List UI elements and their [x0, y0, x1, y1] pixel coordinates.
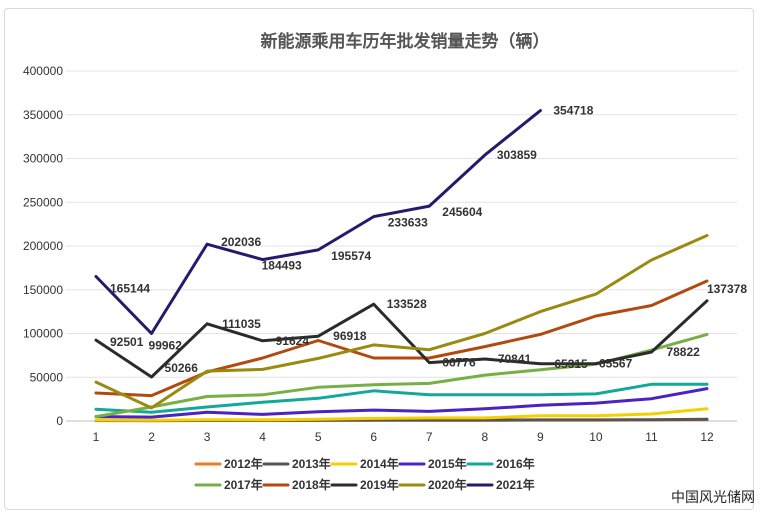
- data-label: 202036: [221, 235, 261, 249]
- legend-label: 2019年: [360, 477, 399, 492]
- y-tick-label: 250000: [23, 195, 63, 209]
- x-tick-label: 11: [645, 430, 658, 444]
- series-lines: [94, 109, 709, 423]
- series-line: [94, 109, 542, 335]
- x-tick-label: 1: [93, 430, 100, 444]
- data-label: 70841: [498, 352, 532, 366]
- chart-title: 新能源乘用车历年批发销量走势（辆）: [261, 31, 550, 51]
- series-line: [94, 382, 709, 414]
- data-label: 92501: [110, 335, 144, 349]
- data-label: 137378: [707, 282, 747, 296]
- data-label: 354718: [553, 104, 593, 118]
- legend-label: 2020年: [428, 477, 467, 492]
- x-tick-label: 7: [426, 430, 433, 444]
- legend-label: 2017年: [224, 477, 263, 492]
- y-tick-label: 200000: [23, 239, 63, 253]
- x-tick-label: 9: [537, 430, 544, 444]
- data-label: 65315: [554, 357, 588, 371]
- legend-label: 2021年: [496, 477, 535, 492]
- x-tick-label: 5: [315, 430, 322, 444]
- data-label: 65567: [599, 357, 633, 371]
- legend-label: 2016年: [496, 456, 535, 471]
- legend: 2012年 2013年 2014年 2015年 2016年 2017年 2018年 2019年…: [194, 456, 535, 492]
- data-label: 165144: [110, 281, 150, 295]
- x-tick-label: 2: [148, 430, 155, 444]
- legend-label: 2018年: [292, 477, 331, 492]
- y-axis-tick-labels: 0 50000 100000 150000 200000 250000 300000 3500…: [23, 64, 63, 428]
- x-tick-label: 8: [481, 430, 488, 444]
- data-label: 245604: [442, 205, 482, 219]
- x-tick-label: 12: [700, 430, 714, 444]
- y-tick-label: 0: [56, 414, 63, 428]
- series-line: [94, 299, 709, 379]
- series-line: [94, 234, 709, 410]
- x-axis-tick-labels: 1 2 3 4 5 6 7 8 9 10 11 12: [93, 430, 714, 444]
- legend-label: 2013年: [292, 456, 331, 471]
- y-tick-label: 400000: [23, 64, 63, 78]
- y-tick-label: 300000: [23, 152, 63, 166]
- legend-label: 2014年: [360, 456, 399, 471]
- data-label: 133528: [387, 297, 427, 311]
- data-label: 233633: [388, 216, 428, 230]
- data-label: 50266: [165, 361, 199, 375]
- y-tick-label: 100000: [23, 327, 63, 341]
- data-label: 195574: [331, 249, 371, 263]
- series-line: [94, 387, 709, 419]
- y-tick-label: 350000: [23, 108, 63, 122]
- series-line: [94, 407, 709, 422]
- data-label: 99962: [149, 339, 183, 353]
- data-label: 66776: [442, 356, 476, 370]
- data-label: 184493: [262, 259, 302, 273]
- data-label: 303859: [497, 148, 537, 162]
- x-tick-label: 10: [589, 430, 603, 444]
- data-label: 78822: [666, 345, 700, 359]
- y-tick-label: 50000: [30, 370, 64, 384]
- x-tick-label: 4: [259, 430, 266, 444]
- source-caption: 中国风光储网: [671, 490, 755, 506]
- x-tick-label: 6: [370, 430, 377, 444]
- legend-label: 2015年: [428, 456, 467, 471]
- data-label: 111035: [222, 317, 261, 331]
- y-tick-label: 150000: [23, 283, 63, 297]
- legend-label: 2012年: [224, 456, 263, 471]
- data-label: 91624: [276, 334, 310, 348]
- data-label: 96918: [333, 329, 367, 343]
- x-tick-label: 3: [204, 430, 211, 444]
- chart-card: [4, 8, 754, 510]
